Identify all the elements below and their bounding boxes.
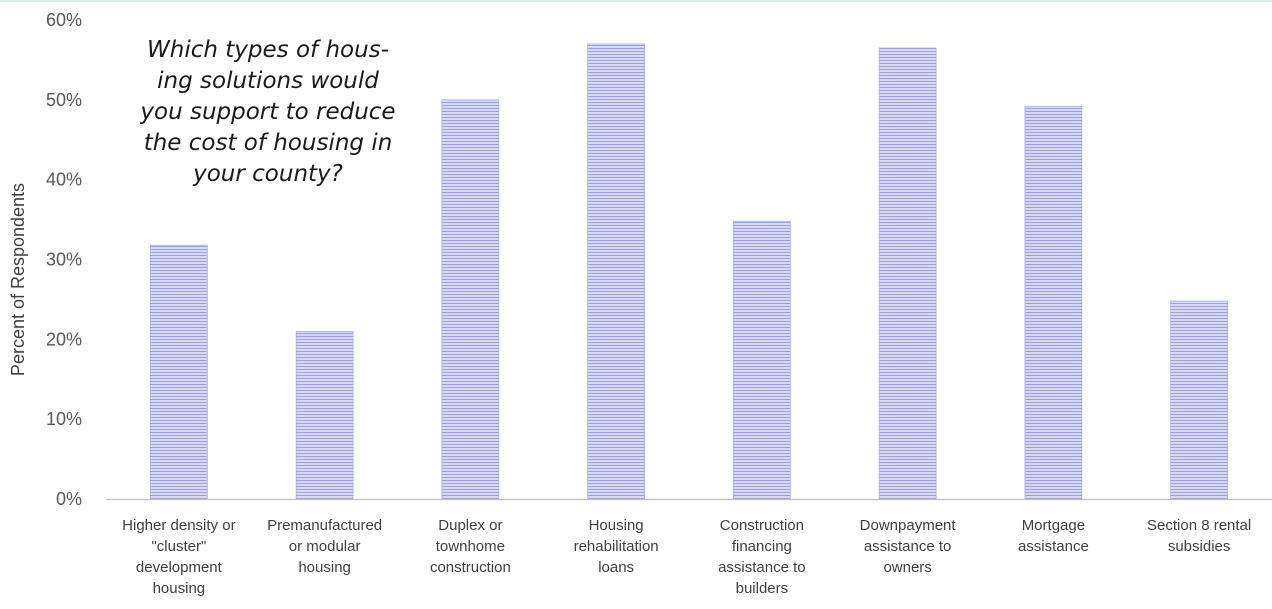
category-label: Construction financing assistance to builde… [718,517,806,597]
bar [878,47,937,500]
bar [150,244,208,500]
y-tick-label: 0% [56,489,82,509]
bar [587,43,645,500]
y-axis-label: Percent of Respondents [8,183,28,376]
category-label: Premanufactured or modular housing [267,517,382,576]
y-tick-label: 30% [46,250,82,270]
category-label: Duplex or townhome construction [430,517,511,576]
category-label: Higher density or "cluster" development hou… [122,517,235,597]
y-tick-label: 10% [46,409,82,429]
bar [1170,300,1228,500]
bar [441,99,500,500]
category-label: Downpayment assistance to owners [860,517,957,576]
x-axis-labels: Higher density or "cluster" development hou… [122,517,1251,597]
category-label: Housing rehabilitation loans [574,517,659,576]
category-label: Section 8 rental subsidies [1147,517,1251,555]
y-tick-label: 40% [46,170,82,190]
y-axis-ticks: 0% 10% 20% 30% 40% 50% 60% [46,10,82,509]
y-tick-label: 60% [46,10,82,30]
category-label: Mortgage assistance [1018,517,1089,555]
y-tick-label: 20% [46,329,82,349]
bar [733,220,791,500]
chart-title: Which types of hous-ing solutions would y… [139,37,395,187]
y-tick-label: 50% [46,90,82,110]
y-axis-title: Percent of Respondents [8,183,28,376]
bar [1024,105,1083,500]
chart-title-text: Which types of hous-ing solutions would y… [139,37,395,187]
bar [295,331,354,500]
bars [150,43,1228,500]
